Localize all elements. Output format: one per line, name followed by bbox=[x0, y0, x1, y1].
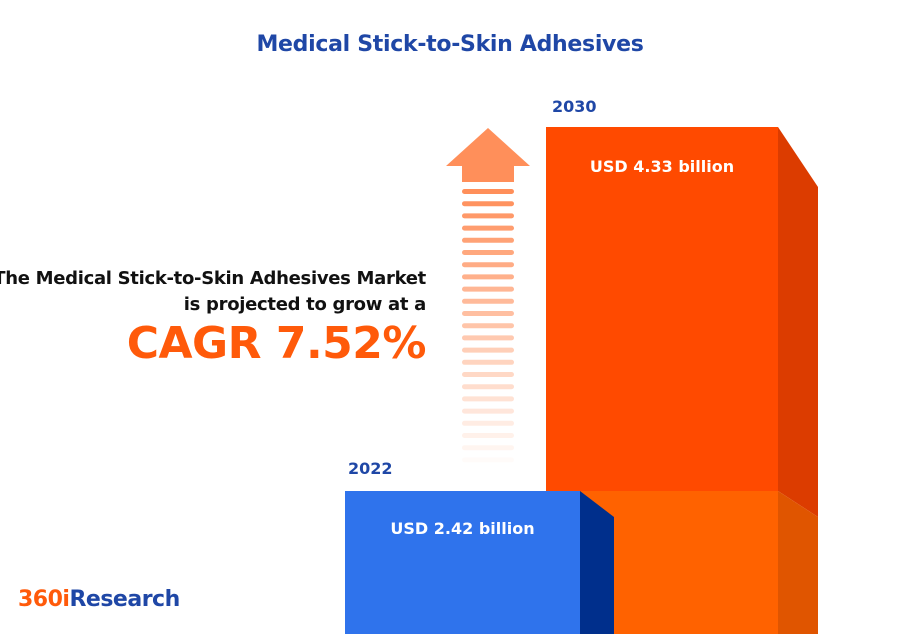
bar-2030-front bbox=[546, 127, 778, 491]
logo-part2: Research bbox=[69, 587, 180, 612]
arrow-stripe bbox=[462, 298, 514, 304]
arrow-stripe bbox=[462, 396, 514, 402]
arrow-stripe bbox=[462, 420, 514, 426]
arrow-stripe bbox=[462, 335, 514, 341]
bar-2022-side bbox=[580, 491, 614, 634]
arrow-stripe bbox=[462, 213, 514, 219]
arrow-stripe bbox=[462, 250, 514, 255]
arrow-stripe bbox=[462, 372, 514, 377]
arrow-stripe bbox=[462, 384, 514, 390]
arrow-stripe bbox=[462, 359, 514, 365]
bar-2022 bbox=[345, 491, 614, 634]
arrow-stripe bbox=[462, 433, 514, 438]
cagr-value: CAGR 7.52% bbox=[126, 318, 427, 369]
arrow-stripe bbox=[462, 262, 514, 268]
arrow-stripe bbox=[462, 445, 514, 451]
year-label-2030: 2030 bbox=[552, 97, 597, 116]
arrow-stripe bbox=[462, 311, 514, 316]
bar-2022-front bbox=[345, 491, 580, 634]
bar-2030-side bbox=[778, 127, 818, 517]
logo-part1: 360i bbox=[18, 587, 70, 612]
arrow-stripe bbox=[462, 286, 514, 292]
value-label-2022: USD 2.42 billion bbox=[390, 519, 535, 538]
arrow-stripe bbox=[462, 323, 514, 329]
value-label-2030: USD 4.33 billion bbox=[589, 157, 735, 176]
arrow-stripe bbox=[462, 457, 514, 463]
growth-arrow bbox=[446, 128, 530, 463]
arrow-stripe bbox=[462, 347, 514, 353]
arrow-stripe bbox=[462, 274, 514, 280]
growth-description: The Medical Stick-to-Skin Adhesives Mark… bbox=[0, 268, 426, 315]
arrow-head bbox=[446, 128, 530, 182]
arrow-stripe bbox=[462, 189, 514, 194]
logo: 360iResearch bbox=[18, 587, 180, 612]
arrow-stripe bbox=[462, 225, 514, 231]
year-label-2022: 2022 bbox=[348, 459, 393, 478]
arrow-stripe bbox=[462, 408, 514, 414]
arrow-stripe bbox=[462, 237, 514, 243]
bar-2030-lower-side bbox=[778, 491, 818, 634]
arrow-stripe bbox=[462, 201, 514, 207]
chart-title: Medical Stick-to-Skin Adhesives bbox=[256, 32, 644, 57]
bar-2030 bbox=[546, 127, 818, 634]
